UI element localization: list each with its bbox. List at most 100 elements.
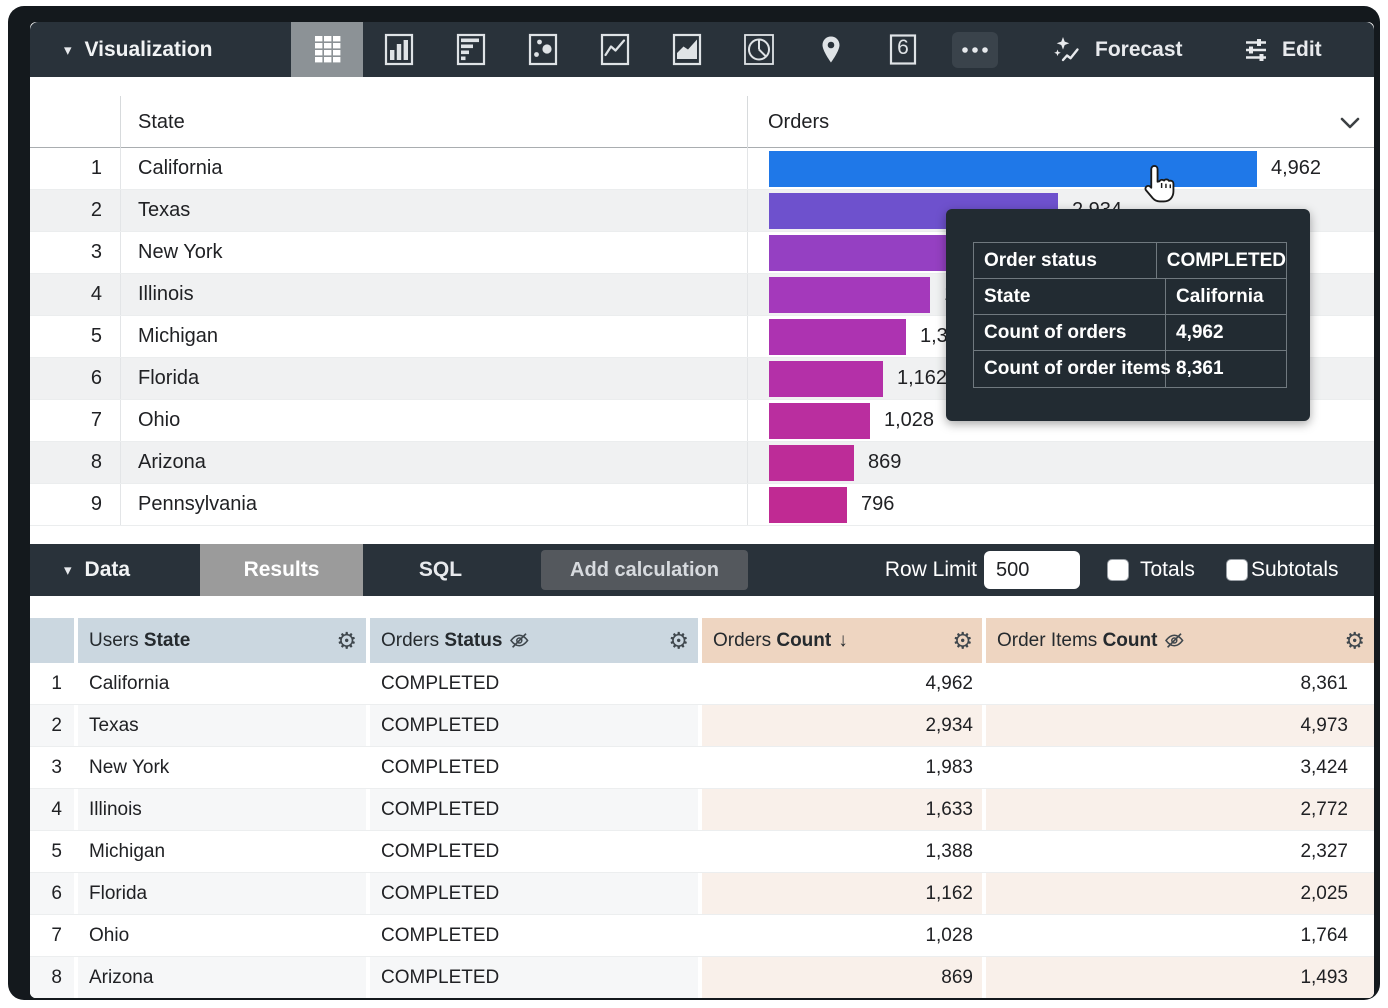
data-table-row: 5 Michigan COMPLETED 1,388 2,327 <box>30 831 1374 873</box>
data-cell-status[interactable]: COMPLETED <box>370 915 698 956</box>
viz-type-line-button[interactable] <box>579 22 651 77</box>
totals-checkbox[interactable] <box>1107 559 1129 581</box>
data-cell-order-items-count[interactable]: 8,361 <box>986 663 1374 704</box>
viz-row-state[interactable]: Michigan <box>121 316 748 357</box>
data-cell-order-items-count[interactable]: 2,327 <box>986 831 1374 872</box>
data-cell-status[interactable]: COMPLETED <box>370 957 698 998</box>
subtotals-checkbox[interactable] <box>1226 559 1248 581</box>
tab-results[interactable]: Results <box>200 544 363 596</box>
collapse-triangle-icon: ▾ <box>64 41 72 59</box>
data-cell-order-items-count[interactable]: 1,493 <box>986 957 1374 998</box>
visualization-title: Visualization <box>84 37 213 61</box>
data-cell-status[interactable]: COMPLETED <box>370 789 698 830</box>
data-cell-orders-count[interactable]: 2,934 <box>702 705 982 746</box>
gear-icon[interactable]: ⚙ <box>668 627 689 653</box>
viz-header-rownum <box>30 96 121 148</box>
data-cell-order-items-count[interactable]: 2,772 <box>986 789 1374 830</box>
viz-type-scatter-button[interactable] <box>507 22 579 77</box>
data-cell-orders-count[interactable]: 1,633 <box>702 789 982 830</box>
data-table-row: 2 Texas COMPLETED 2,934 4,973 <box>30 705 1374 747</box>
viz-type-bar-button[interactable] <box>435 22 507 77</box>
data-cell-order-items-count[interactable]: 2,025 <box>986 873 1374 914</box>
viz-table-row: 1 California 4,962 <box>30 148 1374 190</box>
viz-bar[interactable] <box>769 444 854 481</box>
tooltip-label: Count of order items <box>974 351 1171 387</box>
chevron-down-icon[interactable] <box>1340 117 1360 129</box>
single-value-icon: 6 <box>888 33 918 66</box>
viz-row-state[interactable]: Florida <box>121 358 748 399</box>
viz-bar[interactable] <box>769 318 906 355</box>
more-icon <box>952 31 998 68</box>
column-header-order-items-count[interactable]: Order Items Count ⚙ <box>986 618 1374 663</box>
viz-type-column-button[interactable] <box>363 22 435 77</box>
viz-bar[interactable] <box>769 360 883 397</box>
viz-type-map-button[interactable] <box>795 22 867 77</box>
gear-icon[interactable]: ⚙ <box>1344 627 1365 653</box>
viz-row-state[interactable]: California <box>121 148 748 189</box>
data-section-toggle[interactable]: ▾ Data <box>64 544 130 596</box>
viz-bar[interactable] <box>769 276 930 313</box>
viz-row-state[interactable]: Pennsylvania <box>121 484 748 525</box>
data-cell-status[interactable]: COMPLETED <box>370 663 698 704</box>
data-table-row: 1 California COMPLETED 4,962 8,361 <box>30 663 1374 705</box>
forecast-button[interactable]: Forecast <box>1054 22 1183 77</box>
viz-row-state[interactable]: Arizona <box>121 442 748 483</box>
data-cell-order-items-count[interactable]: 1,764 <box>986 915 1374 956</box>
column-header-orders-status[interactable]: Orders Status ⚙ <box>370 618 698 663</box>
viz-type-pie-button[interactable] <box>723 22 795 77</box>
data-cell-state[interactable]: Florida <box>78 873 366 914</box>
row-limit-input[interactable] <box>984 551 1080 589</box>
gear-icon[interactable]: ⚙ <box>336 627 357 653</box>
column-chart-icon <box>384 33 414 66</box>
viz-bar[interactable] <box>769 234 964 271</box>
data-row-index: 6 <box>30 873 74 914</box>
viz-row-state[interactable]: Texas <box>121 190 748 231</box>
data-cell-state[interactable]: Ohio <box>78 915 366 956</box>
data-cell-order-items-count[interactable]: 4,973 <box>986 705 1374 746</box>
data-cell-orders-count[interactable]: 1,983 <box>702 747 982 788</box>
tooltip-value: California <box>1176 286 1264 307</box>
tooltip-label: State <box>974 279 1166 314</box>
tab-sql[interactable]: SQL <box>418 558 463 581</box>
viz-row-state[interactable]: Illinois <box>121 274 748 315</box>
viz-type-area-button[interactable] <box>651 22 723 77</box>
totals-label: Totals <box>1140 558 1195 581</box>
viz-bar[interactable] <box>769 486 847 523</box>
viz-row-state[interactable]: Ohio <box>121 400 748 441</box>
viz-bar[interactable] <box>769 402 870 439</box>
viz-row-state[interactable]: New York <box>121 232 748 273</box>
edit-button[interactable]: Edit <box>1244 22 1322 77</box>
data-cell-state[interactable]: Illinois <box>78 789 366 830</box>
data-cell-state[interactable]: California <box>78 663 366 704</box>
viz-bar[interactable] <box>769 150 1257 187</box>
column-header-users-state[interactable]: Users State ⚙ <box>78 618 366 663</box>
data-cell-status[interactable]: COMPLETED <box>370 705 698 746</box>
data-cell-orders-count[interactable]: 869 <box>702 957 982 998</box>
data-cell-state[interactable]: New York <box>78 747 366 788</box>
viz-bar-value: 1,162 <box>897 367 948 389</box>
data-cell-state[interactable]: Texas <box>78 705 366 746</box>
tooltip-value: COMPLETED <box>1166 250 1286 271</box>
viz-type-table-button[interactable] <box>291 22 363 77</box>
data-cell-status[interactable]: COMPLETED <box>370 747 698 788</box>
data-cell-order-items-count[interactable]: 3,424 <box>986 747 1374 788</box>
data-cell-status[interactable]: COMPLETED <box>370 831 698 872</box>
data-cell-status[interactable]: COMPLETED <box>370 873 698 914</box>
data-cell-orders-count[interactable]: 1,028 <box>702 915 982 956</box>
gear-icon[interactable]: ⚙ <box>952 627 973 653</box>
column-header-orders-count[interactable]: Orders Count ↓ ⚙ <box>702 618 982 663</box>
visualization-section-toggle[interactable]: ▾ Visualization <box>64 22 213 77</box>
viz-header-orders[interactable]: Orders <box>748 96 1374 148</box>
viz-type-more-button[interactable] <box>939 22 1011 77</box>
viz-header-state[interactable]: State <box>121 96 748 148</box>
column-header-rownum <box>30 618 74 663</box>
viz-type-single-value-button[interactable]: 6 <box>867 22 939 77</box>
data-cell-orders-count[interactable]: 1,388 <box>702 831 982 872</box>
tooltip-row: Count of order items 8,361 <box>974 351 1286 387</box>
data-cell-orders-count[interactable]: 4,962 <box>702 663 982 704</box>
data-cell-state[interactable]: Michigan <box>78 831 366 872</box>
forecast-label: Forecast <box>1095 37 1183 61</box>
add-calculation-button[interactable]: Add calculation <box>541 550 748 590</box>
data-cell-state[interactable]: Arizona <box>78 957 366 998</box>
data-cell-orders-count[interactable]: 1,162 <box>702 873 982 914</box>
